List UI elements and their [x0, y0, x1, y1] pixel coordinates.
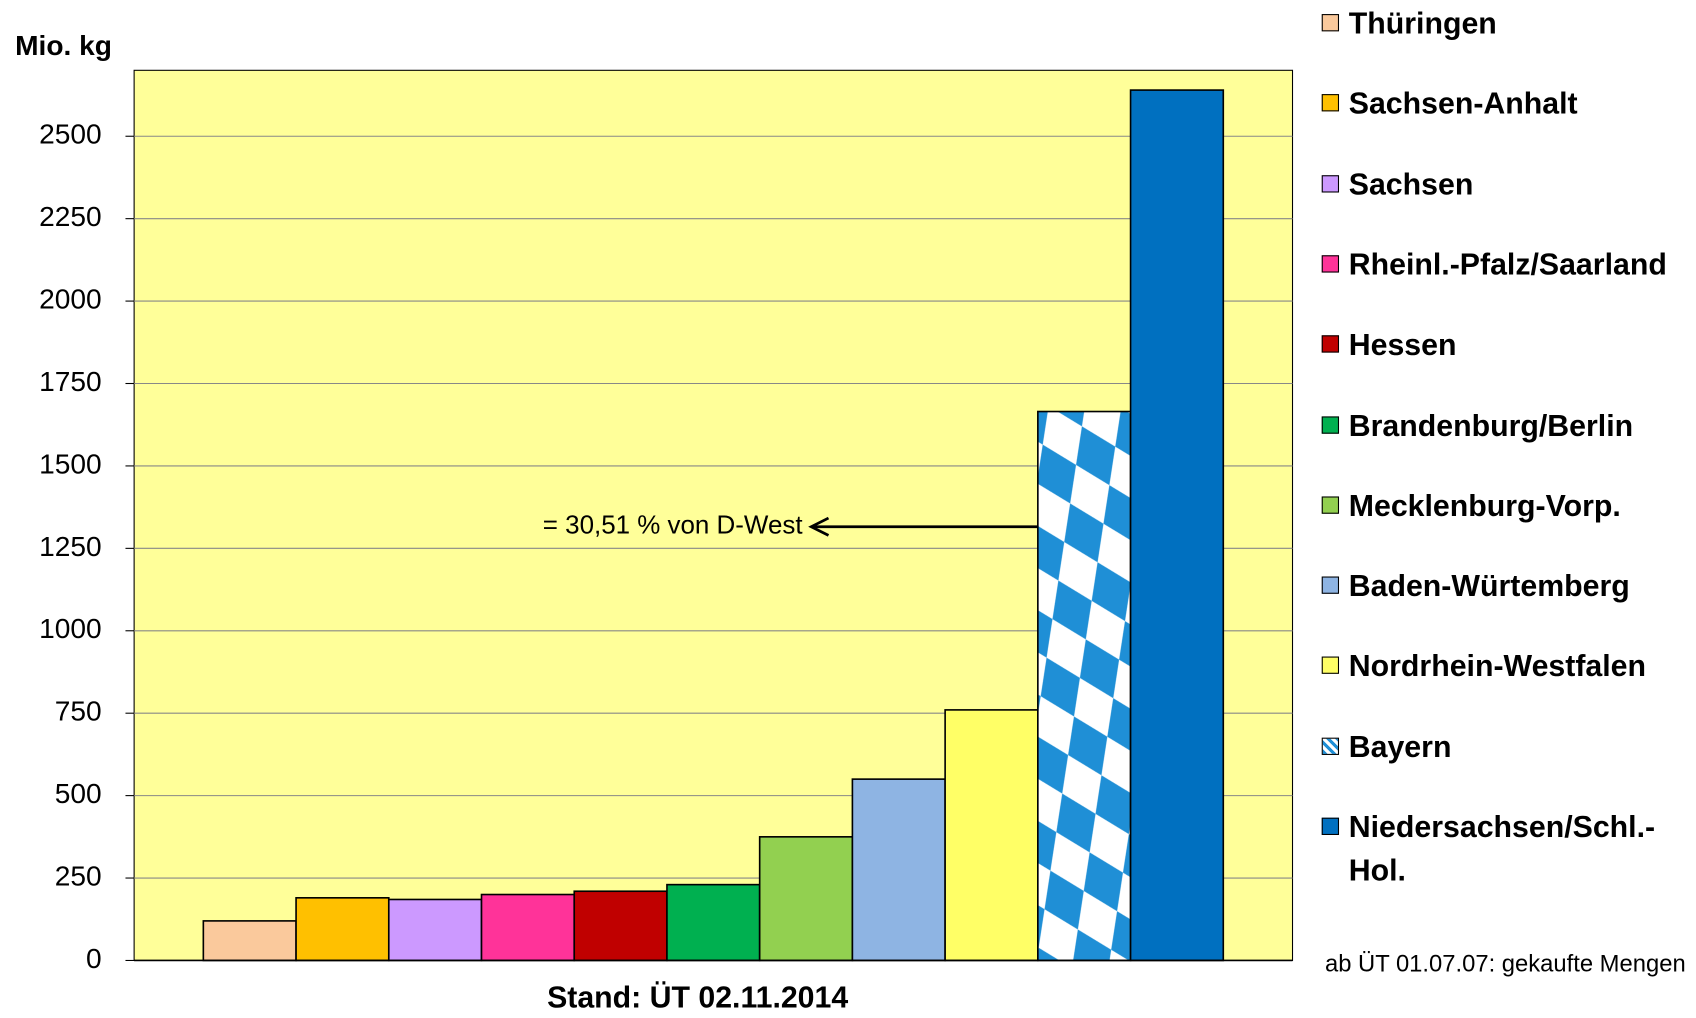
legend-entry: Sachsen: [1321, 163, 1695, 206]
y-tick-label: 250: [55, 860, 102, 891]
annotation: = 30,51 % von D-West: [543, 512, 804, 540]
legend-swatch: [1321, 656, 1340, 675]
legend-entry: Brandenburg/Berlin: [1321, 404, 1695, 447]
legend-label: Mecklenburg-Vorp.: [1348, 488, 1621, 523]
legend-swatch: [1321, 174, 1340, 193]
legend-entry: Thüringen: [1321, 2, 1695, 45]
bar: [387, 898, 483, 962]
legend-label: Thüringen: [1348, 6, 1497, 41]
legend-label: Bayern: [1348, 729, 1452, 764]
y-tick-label: 2000: [39, 284, 102, 315]
legend-label: Sachsen: [1348, 167, 1474, 201]
legend-entry: Rheinl.-Pfalz/Saarland: [1321, 243, 1695, 286]
bar: [573, 890, 668, 962]
bar: [944, 709, 1039, 962]
bar: [1037, 410, 1132, 962]
y-tick-label: 1500: [39, 448, 102, 479]
y-tick-label: 1750: [39, 366, 102, 397]
legend-label: Niedersachsen/Schl.-Hol.: [1348, 810, 1656, 887]
bar: [1129, 89, 1225, 962]
legend-swatch: [1321, 255, 1340, 273]
bar: [295, 897, 390, 962]
legend-swatch: [1321, 415, 1340, 434]
legend-label: Sachsen-Anhalt: [1348, 86, 1578, 121]
bar: [202, 920, 297, 962]
legend-entry: Nordrhein-Westfalen: [1321, 645, 1695, 688]
bar: [758, 836, 854, 962]
legend-swatch: [1321, 496, 1340, 514]
legend-swatch: [1321, 14, 1340, 32]
y-tick-label: 1250: [39, 531, 102, 562]
legend-entry: Bayern: [1321, 725, 1695, 768]
legend-label: Baden-Würtemberg: [1348, 569, 1630, 603]
legend-swatch: [1321, 94, 1340, 112]
bar: [480, 893, 576, 962]
legend-swatch: [1321, 817, 1340, 835]
y-axis-label: Mio. kg: [15, 30, 112, 61]
bar: [666, 883, 761, 962]
x-axis-label: Stand: ÜT 02.11.2014: [547, 981, 848, 1014]
y-tick-label: 500: [55, 778, 102, 809]
legend-label: Hessen: [1348, 327, 1457, 362]
legend-label: Nordrhein-Westfalen: [1348, 649, 1647, 683]
bar: [851, 778, 946, 962]
legend-entry: Mecklenburg-Vorp.: [1321, 484, 1695, 527]
legend-entry: Hessen: [1321, 324, 1695, 367]
y-tick-label: 0: [86, 943, 102, 974]
legend-entry: Baden-Würtemberg: [1321, 565, 1695, 608]
legend-swatch: [1321, 576, 1340, 594]
note: ab ÜT 01.07.07: gekaufte Mengen: [1324, 949, 1686, 977]
y-tick-label: 2250: [39, 201, 102, 232]
legend-label: Brandenburg/Berlin: [1348, 408, 1634, 442]
legend-entry: Niedersachsen/Schl.-Hol.: [1321, 806, 1695, 893]
legend-entry: Sachsen-Anhalt: [1321, 83, 1695, 126]
legend-swatch: [1321, 335, 1340, 353]
legend-swatch: [1321, 737, 1340, 755]
legend-label: Rheinl.-Pfalz/Saarland: [1348, 247, 1667, 282]
y-tick-label: 1000: [39, 613, 102, 644]
annotation-arrowhead: [808, 516, 830, 537]
y-tick-label: 2500: [39, 119, 102, 150]
y-tick-label: 750: [55, 696, 102, 727]
